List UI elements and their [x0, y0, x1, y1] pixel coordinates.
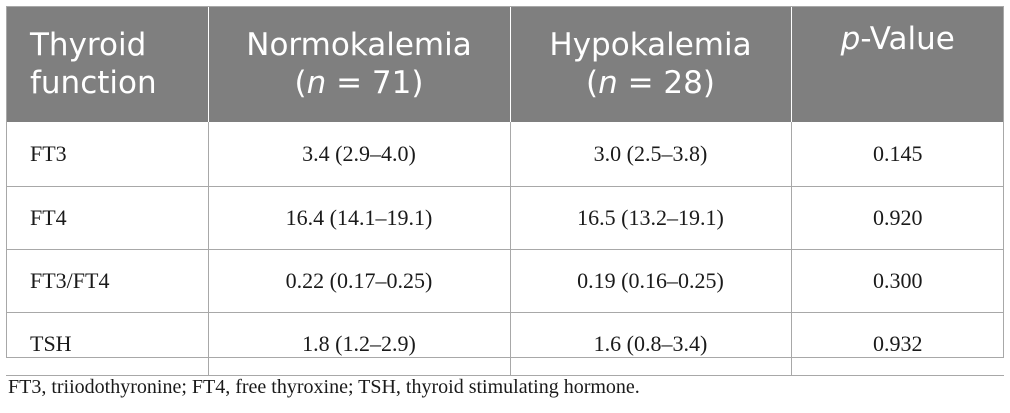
header-normokalemia-line1: Normokalemia — [246, 27, 472, 63]
cell-p-value: 0.300 — [791, 249, 1004, 313]
header-normokalemia-open-paren: ( — [294, 65, 307, 101]
cell-normokalemia: 3.4 (2.9–4.0) — [208, 122, 511, 187]
table-row: FT3/FT4 0.22 (0.17–0.25) 0.19 (0.16–0.25… — [6, 249, 1004, 313]
table-row: TSH 1.8 (1.2–2.9) 1.6 (0.8–3.4) 0.932 — [6, 312, 1004, 376]
cell-p-value: 0.932 — [791, 312, 1004, 376]
table-footnote: FT3, triiodothyronine; FT4, free thyroxi… — [8, 376, 640, 398]
header-p-value-rest: -Value — [860, 21, 955, 57]
cell-hypokalemia: 0.19 (0.16–0.25) — [510, 249, 792, 313]
header-row: Thyroid function Normokalemia (n = 71) H… — [6, 6, 1004, 122]
table-header: Thyroid function Normokalemia (n = 71) H… — [6, 6, 1004, 122]
cell-measure: FT3/FT4 — [6, 249, 209, 313]
table-row: FT3 3.4 (2.9–4.0) 3.0 (2.5–3.8) 0.145 — [6, 122, 1004, 187]
cell-normokalemia: 0.22 (0.17–0.25) — [208, 249, 511, 313]
cell-hypokalemia: 16.5 (13.2–19.1) — [510, 186, 792, 250]
header-hypokalemia-open-paren: ( — [585, 65, 599, 101]
table-row: FT4 16.4 (14.1–19.1) 16.5 (13.2–19.1) 0.… — [6, 186, 1004, 250]
cell-hypokalemia: 1.6 (0.8–3.4) — [510, 312, 792, 376]
cell-measure: TSH — [6, 312, 209, 376]
cell-p-value: 0.920 — [791, 186, 1004, 250]
header-hypokalemia: Hypokalemia (n = 28) — [510, 6, 792, 122]
header-normokalemia-count: = 71 — [326, 65, 412, 101]
cell-measure: FT3 — [6, 122, 209, 187]
thyroid-function-table-container: Thyroid function Normokalemia (n = 71) H… — [6, 6, 1004, 376]
header-thyroid-function-line1: Thyroid — [30, 27, 147, 63]
table-body: FT3 3.4 (2.9–4.0) 3.0 (2.5–3.8) 0.145 FT… — [6, 122, 1004, 376]
header-normokalemia-n: n — [306, 65, 327, 101]
header-hypokalemia-close-paren: ) — [702, 65, 715, 101]
header-thyroid-function-line2: function — [30, 65, 157, 101]
header-hypokalemia-line1: Hypokalemia — [549, 27, 752, 63]
header-hypokalemia-n: n — [598, 65, 618, 101]
header-normokalemia-close-paren: ) — [411, 65, 424, 101]
cell-normokalemia: 1.8 (1.2–2.9) — [208, 312, 511, 376]
header-thyroid-function: Thyroid function — [6, 6, 209, 122]
cell-hypokalemia: 3.0 (2.5–3.8) — [510, 122, 792, 187]
cell-normokalemia: 16.4 (14.1–19.1) — [208, 186, 511, 250]
header-hypokalemia-count: = 28 — [617, 65, 703, 101]
thyroid-function-table: Thyroid function Normokalemia (n = 71) H… — [6, 6, 1004, 376]
header-normokalemia: Normokalemia (n = 71) — [208, 6, 511, 122]
header-p-value-p: p — [840, 21, 861, 57]
cell-measure: FT4 — [6, 186, 209, 250]
header-p-value: p-Value — [791, 6, 1004, 122]
cell-p-value: 0.145 — [791, 122, 1004, 187]
